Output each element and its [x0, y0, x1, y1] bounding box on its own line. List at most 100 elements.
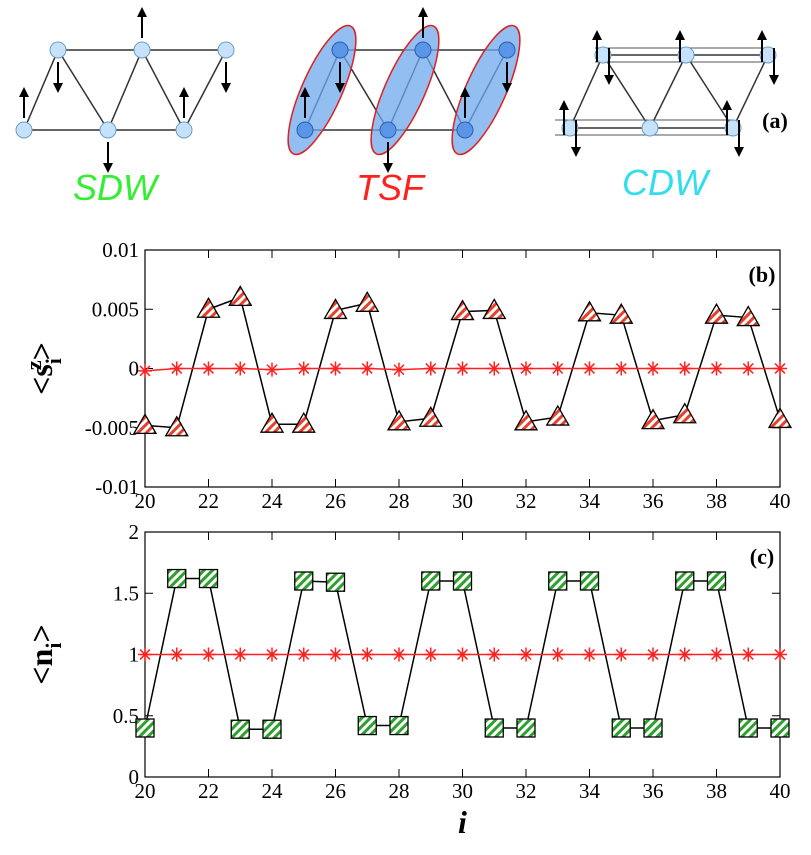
x-tick-label: 40: [770, 779, 791, 803]
x-tick-label: 24: [262, 779, 284, 803]
marker: [709, 647, 724, 662]
marker: [550, 647, 565, 662]
marker: [450, 299, 475, 321]
marker: [392, 362, 406, 377]
y-tick-label: 0.005: [92, 297, 139, 321]
marker: [519, 361, 533, 376]
x-tick-label: 34: [579, 489, 601, 513]
marker: [228, 285, 253, 307]
marker: [609, 302, 634, 324]
marker: [230, 719, 250, 739]
marker: [296, 361, 311, 376]
panel-a-diagram: [15, 7, 779, 173]
marker: [233, 361, 248, 376]
x-tick-label: 36: [643, 779, 664, 803]
x-tick-label: 26: [325, 779, 346, 803]
x-tick-label: 40: [770, 489, 791, 513]
marker: [323, 298, 348, 320]
marker: [291, 411, 316, 433]
marker: [577, 300, 602, 322]
marker: [452, 571, 473, 591]
marker: [201, 361, 216, 376]
marker: [706, 571, 727, 591]
phase-label: TSF: [356, 167, 426, 208]
marker: [545, 404, 570, 426]
x-axis-label: i: [458, 804, 467, 840]
marker: [233, 647, 248, 662]
marker: [519, 647, 533, 662]
marker: [386, 409, 412, 431]
marker: [704, 302, 729, 324]
marker: [767, 407, 793, 429]
y-axis-label-part: z: [21, 360, 46, 370]
marker: [736, 305, 761, 327]
y-tick-label: 0: [129, 357, 140, 381]
marker: [423, 361, 438, 376]
marker: [294, 571, 314, 591]
y-tick-label: -0.005: [85, 416, 139, 440]
y-tick-label: 2: [129, 520, 140, 544]
y-axis-label: <ni>: [23, 624, 66, 684]
marker: [296, 647, 311, 662]
marker: [360, 647, 375, 662]
marker: [487, 647, 502, 662]
marker: [646, 361, 660, 376]
x-tick-label: 22: [198, 489, 219, 513]
x-tick-label: 32: [516, 779, 537, 803]
marker: [579, 571, 600, 591]
marker: [357, 715, 377, 736]
y-tick-label: 0.01: [102, 238, 139, 262]
marker: [548, 571, 568, 591]
marker: [643, 718, 663, 738]
marker: [640, 408, 666, 430]
marker: [675, 571, 695, 591]
y-axis-label: <siz>: [21, 342, 66, 395]
marker: [138, 647, 152, 662]
marker: [709, 361, 724, 376]
marker: [484, 718, 504, 738]
marker: [259, 411, 285, 433]
x-tick-label: 36: [643, 489, 664, 513]
y-tick-label: 1: [129, 643, 140, 667]
y-axis-label-part: >: [23, 342, 59, 360]
marker: [482, 298, 507, 320]
marker: [328, 361, 343, 376]
y-axis-label-part: <s: [23, 364, 59, 395]
phase-label: CDW: [622, 162, 711, 203]
x-tick-label: 32: [516, 489, 537, 513]
marker: [328, 647, 343, 662]
marker: [741, 361, 756, 376]
y-axis-label-part: >: [23, 624, 59, 642]
marker: [164, 415, 189, 437]
x-tick-label: 30: [452, 489, 473, 513]
x-tick-label: 34: [579, 779, 601, 803]
marker: [646, 647, 660, 662]
marker: [265, 647, 279, 662]
x-tick-label: 20: [135, 489, 156, 513]
marker: [677, 361, 692, 376]
y-tick-label: 0.5: [113, 704, 139, 728]
marker: [672, 402, 697, 424]
panel-label: (c): [750, 544, 774, 569]
marker: [325, 572, 346, 592]
y-axis-label-part: i: [41, 643, 66, 649]
panel-label: (b): [749, 262, 776, 287]
marker: [614, 647, 629, 662]
marker: [132, 413, 158, 435]
marker: [360, 361, 375, 376]
y-tick-label: 0: [129, 765, 140, 789]
marker: [614, 361, 629, 376]
x-tick-label: 38: [706, 779, 727, 803]
y-axis-label-part: i: [41, 358, 66, 364]
marker: [169, 647, 184, 662]
x-tick-label: 30: [452, 779, 473, 803]
marker: [392, 647, 406, 662]
x-tick-label: 22: [198, 779, 219, 803]
marker: [513, 409, 539, 431]
marker: [262, 719, 282, 739]
phase-label: SDW: [73, 167, 160, 208]
marker: [265, 362, 279, 377]
marker: [138, 363, 152, 378]
panel-label: (a): [762, 108, 788, 133]
